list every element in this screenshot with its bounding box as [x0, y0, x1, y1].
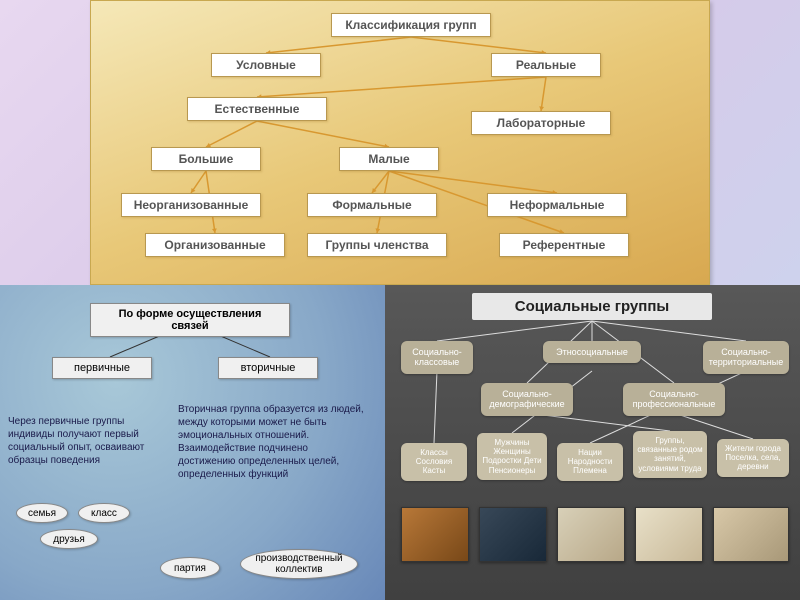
br-img-2: [557, 507, 625, 562]
br-cat-3: Социально-демографические: [481, 383, 573, 416]
br-sub-0: Классы Сословия Касты: [401, 443, 467, 481]
oval-family: семья: [16, 503, 68, 523]
tbox-ref: Референтные: [499, 233, 629, 257]
social-groups-panel: Социальные группы Социально-классовые Этн…: [385, 285, 800, 600]
oval-class: класс: [78, 503, 130, 523]
oval-prod: производственный коллектив: [240, 549, 358, 579]
br-cat-0: Социально-классовые: [401, 341, 473, 374]
br-cat-1: Этносоциальные: [543, 341, 641, 363]
br-img-0: [401, 507, 469, 562]
tbox-nat: Естественные: [187, 97, 327, 121]
br-cat-4: Социально-профессиональные: [623, 383, 725, 416]
tbox-unorg: Неорганизованные: [121, 193, 261, 217]
classification-diagram: Классификация групп Условные Реальные Естес…: [90, 0, 710, 285]
secondary-box: вторичные: [218, 357, 318, 379]
tbox-real: Реальные: [491, 53, 601, 77]
br-sub-4: Жители города Поселка, села, деревни: [717, 439, 789, 477]
br-sub-3: Группы, связанные родом занятий, условия…: [633, 431, 707, 478]
br-sub-2: Нации Народности Племена: [557, 443, 623, 481]
secondary-text: Вторичная группа образуется из людей, ме…: [178, 403, 368, 481]
primary-secondary-panel: По форме осуществления связей первичные …: [0, 285, 385, 600]
oval-party: партия: [160, 557, 220, 579]
tbox-informal: Неформальные: [487, 193, 627, 217]
br-img-1: [479, 507, 547, 562]
br-img-4: [713, 507, 789, 562]
tbox-big: Большие: [151, 147, 261, 171]
br-sub-1: Мужчины Женщины Подростки Дети Пенсионер…: [477, 433, 547, 480]
primary-text: Через первичные группы индивиды получают…: [8, 415, 168, 467]
tbox-formal: Формальные: [307, 193, 437, 217]
tbox-memb: Группы членства: [307, 233, 447, 257]
tbox-lab: Лабораторные: [471, 111, 611, 135]
tbox-cond: Условные: [211, 53, 321, 77]
tbox-root: Классификация групп: [331, 13, 491, 37]
br-title: Социальные группы: [472, 293, 712, 320]
br-img-3: [635, 507, 703, 562]
bl-title: По форме осуществления связей: [90, 303, 290, 337]
tbox-org: Организованные: [145, 233, 285, 257]
tbox-small: Малые: [339, 147, 439, 171]
oval-friends: друзья: [40, 529, 98, 549]
br-cat-2: Социально-территориальные: [703, 341, 789, 374]
primary-box: первичные: [52, 357, 152, 379]
